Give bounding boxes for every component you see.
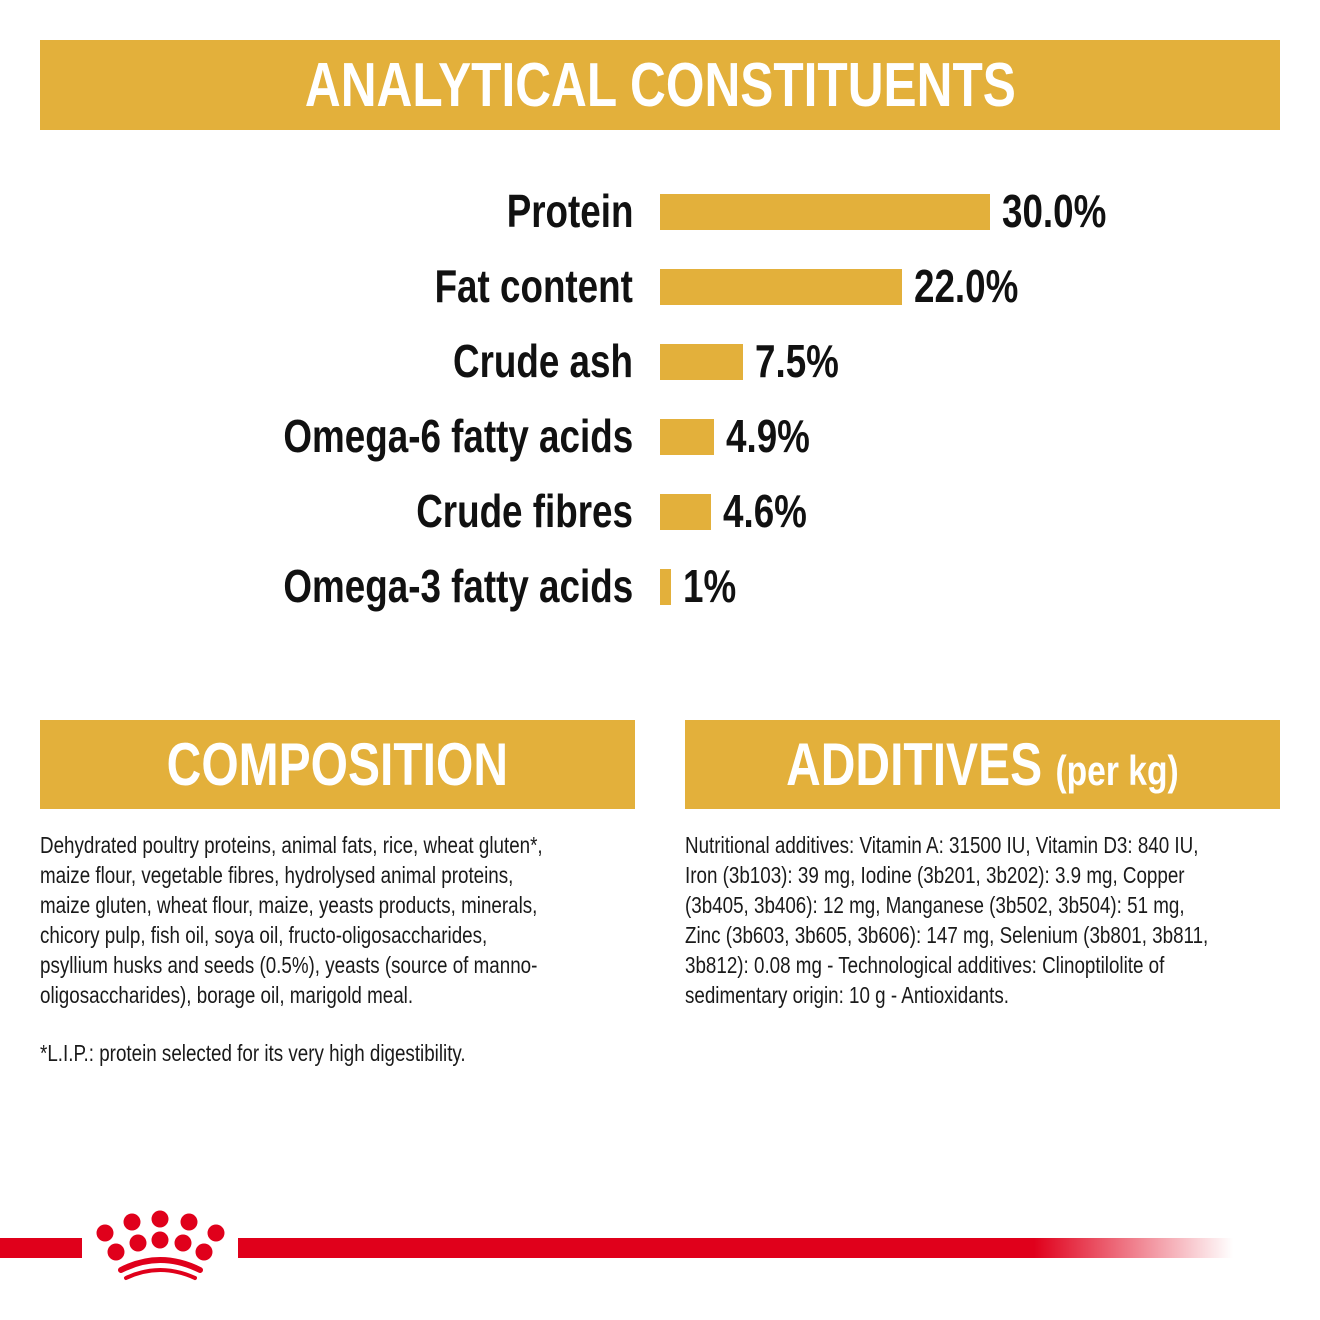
brand-footer: [0, 1210, 1233, 1280]
bar-value-label: 22.0%: [914, 260, 1019, 312]
bar-row: Protein 30.0%: [0, 185, 1320, 237]
bar-row: Fat content 22.0%: [0, 260, 1320, 312]
additives-line: Nutritional additives: Vitamin A: 31500 …: [685, 832, 1199, 858]
crown-logo-icon: [96, 1210, 225, 1261]
bar: [660, 569, 671, 605]
additives-subtitle: (per kg): [1055, 747, 1179, 794]
composition-line: maize gluten, wheat flour, maize, yeasts…: [40, 892, 538, 918]
additives-title: ADDITIVES: [786, 731, 1043, 798]
additives-header: ADDITIVES (per kg): [685, 720, 1280, 809]
bar-label: Omega-3 fatty acids: [283, 560, 633, 612]
additives-line: 3b812): 0.08 mg - Technological additive…: [685, 952, 1165, 978]
additives-line: Zinc (3b603, 3b605, 3b606): 147 mg, Sele…: [685, 922, 1209, 948]
bar-value-label: 4.9%: [725, 410, 810, 462]
composition-line: Dehydrated poultry proteins, animal fats…: [40, 832, 543, 858]
bar-value-label: 4.6%: [722, 485, 807, 537]
additives-line: sedimentary origin: 10 g - Antioxidants.: [685, 982, 1009, 1008]
additives-line: Iron (3b103): 39 mg, Iodine (3b201, 3b20…: [685, 862, 1185, 888]
bar: [660, 344, 743, 380]
composition-line: psyllium husks and seeds (0.5%), yeasts …: [40, 952, 538, 978]
bar-value-label: 1%: [683, 560, 737, 612]
bar-row: Omega-6 fatty acids 4.9%: [0, 410, 1320, 462]
composition-header: COMPOSITION: [40, 720, 635, 809]
bar-value-label: 7.5%: [754, 335, 839, 387]
composition-line: oligosaccharides), borage oil, marigold …: [40, 982, 414, 1008]
additives-text: Nutritional additives: Vitamin A: 31500 …: [685, 830, 1320, 1010]
bar-row: Omega-3 fatty acids 1%: [0, 560, 1320, 612]
red-stripe-left: [0, 1238, 82, 1258]
bar-label: Crude fibres: [416, 485, 633, 537]
composition-line: maize flour, vegetable fibres, hydrolyse…: [40, 862, 514, 888]
bar-value-label: 30.0%: [1002, 185, 1107, 237]
bar: [660, 194, 990, 230]
section-title: ANALYTICAL CONSTITUENTS: [304, 50, 1016, 120]
composition-footnote: *L.I.P.: protein selected for its very h…: [40, 1038, 572, 1068]
bar-label: Omega-6 fatty acids: [283, 410, 633, 462]
bar-row: Crude fibres 4.6%: [0, 485, 1320, 537]
bar-label: Crude ash: [453, 335, 633, 387]
analytical-constituents-header: ANALYTICAL CONSTITUENTS: [40, 40, 1280, 130]
composition-line: chicory pulp, fish oil, soya oil, fructo…: [40, 922, 488, 948]
red-stripe-right: [238, 1238, 1233, 1258]
composition-title: COMPOSITION: [166, 731, 509, 798]
additives-line: (3b405, 3b406): 12 mg, Manganese (3b502,…: [685, 892, 1185, 918]
bar: [660, 269, 902, 305]
composition-text: Dehydrated poultry proteins, animal fats…: [40, 830, 668, 1010]
bar: [660, 494, 711, 530]
bar-label: Protein: [506, 185, 633, 237]
bar-row: Crude ash 7.5%: [0, 335, 1320, 387]
footnote-text: *L.I.P.: protein selected for its very h…: [40, 1040, 466, 1066]
bar-label: Fat content: [434, 260, 633, 312]
bar: [660, 419, 714, 455]
additives-heading: ADDITIVES (per kg): [786, 730, 1179, 799]
